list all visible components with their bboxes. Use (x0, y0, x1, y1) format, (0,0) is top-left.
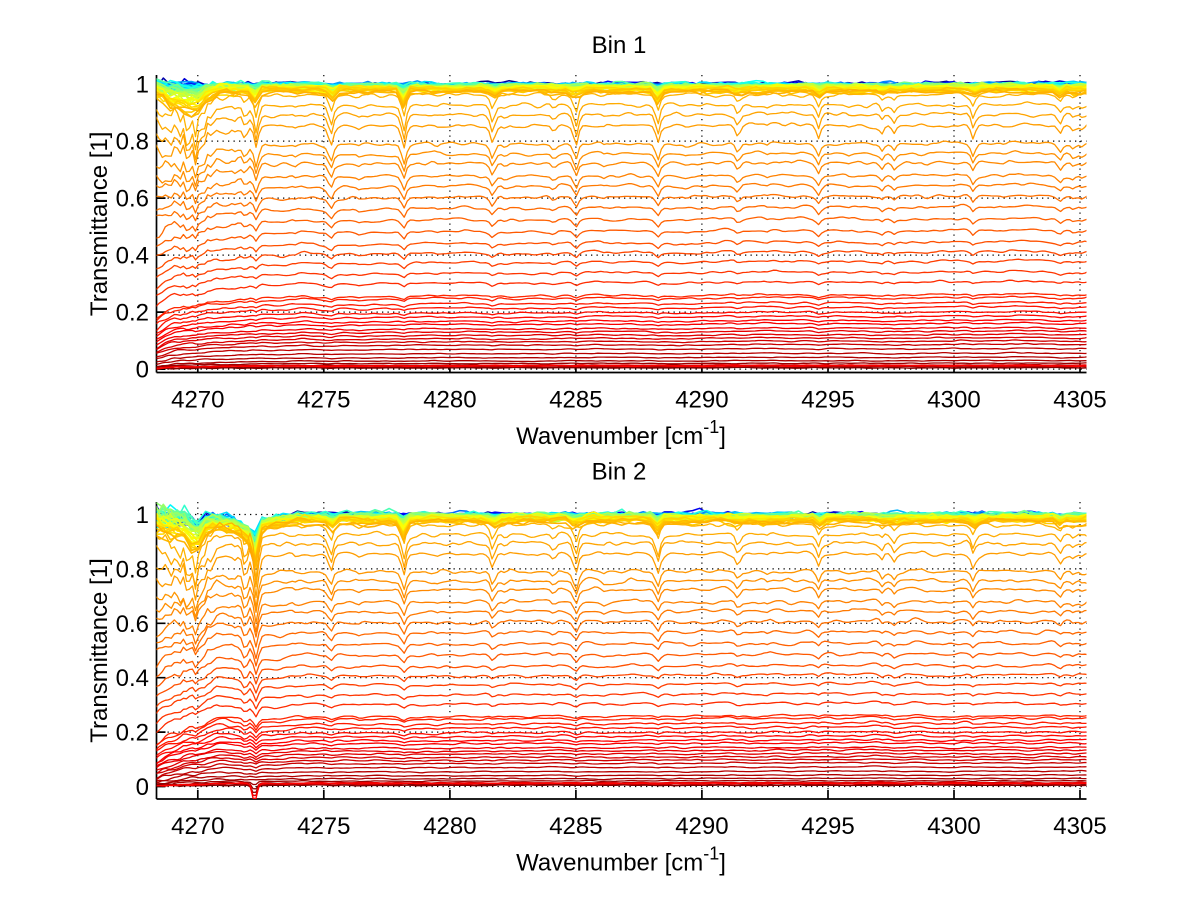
svg-text:0.4: 0.4 (116, 665, 149, 692)
svg-text:4280: 4280 (423, 387, 476, 414)
svg-text:0.8: 0.8 (116, 556, 149, 583)
svg-text:4275: 4275 (297, 813, 350, 840)
svg-text:Transmittance [1]: Transmittance [1] (86, 132, 113, 317)
svg-text:4275: 4275 (297, 387, 350, 414)
svg-text:Transmittance [1]: Transmittance [1] (86, 558, 113, 743)
svg-text:Wavenumber [cm-1]: Wavenumber [cm-1] (516, 417, 726, 450)
svg-text:0.4: 0.4 (116, 243, 149, 270)
svg-text:0.8: 0.8 (116, 129, 149, 156)
svg-text:4290: 4290 (675, 387, 728, 414)
svg-text:1: 1 (136, 502, 149, 529)
svg-text:4300: 4300 (927, 387, 980, 414)
svg-text:4280: 4280 (423, 813, 476, 840)
svg-text:4295: 4295 (801, 387, 854, 414)
svg-text:Bin 1: Bin 1 (592, 32, 647, 59)
svg-text:Wavenumber [cm-1]: Wavenumber [cm-1] (516, 844, 726, 877)
svg-text:0: 0 (136, 357, 149, 384)
svg-text:4285: 4285 (549, 813, 602, 840)
svg-text:0.2: 0.2 (116, 300, 149, 327)
svg-text:0: 0 (136, 774, 149, 801)
svg-text:4305: 4305 (1053, 813, 1106, 840)
svg-text:1: 1 (136, 72, 149, 99)
svg-text:Bin 2: Bin 2 (592, 459, 647, 486)
svg-text:4270: 4270 (171, 387, 224, 414)
svg-text:4270: 4270 (171, 813, 224, 840)
svg-text:4285: 4285 (549, 387, 602, 414)
svg-text:0.2: 0.2 (116, 720, 149, 747)
svg-text:4290: 4290 (675, 813, 728, 840)
svg-text:4300: 4300 (927, 813, 980, 840)
svg-text:0.6: 0.6 (116, 186, 149, 213)
svg-text:0.6: 0.6 (116, 611, 149, 638)
svg-text:4305: 4305 (1053, 387, 1106, 414)
svg-text:4295: 4295 (801, 813, 854, 840)
